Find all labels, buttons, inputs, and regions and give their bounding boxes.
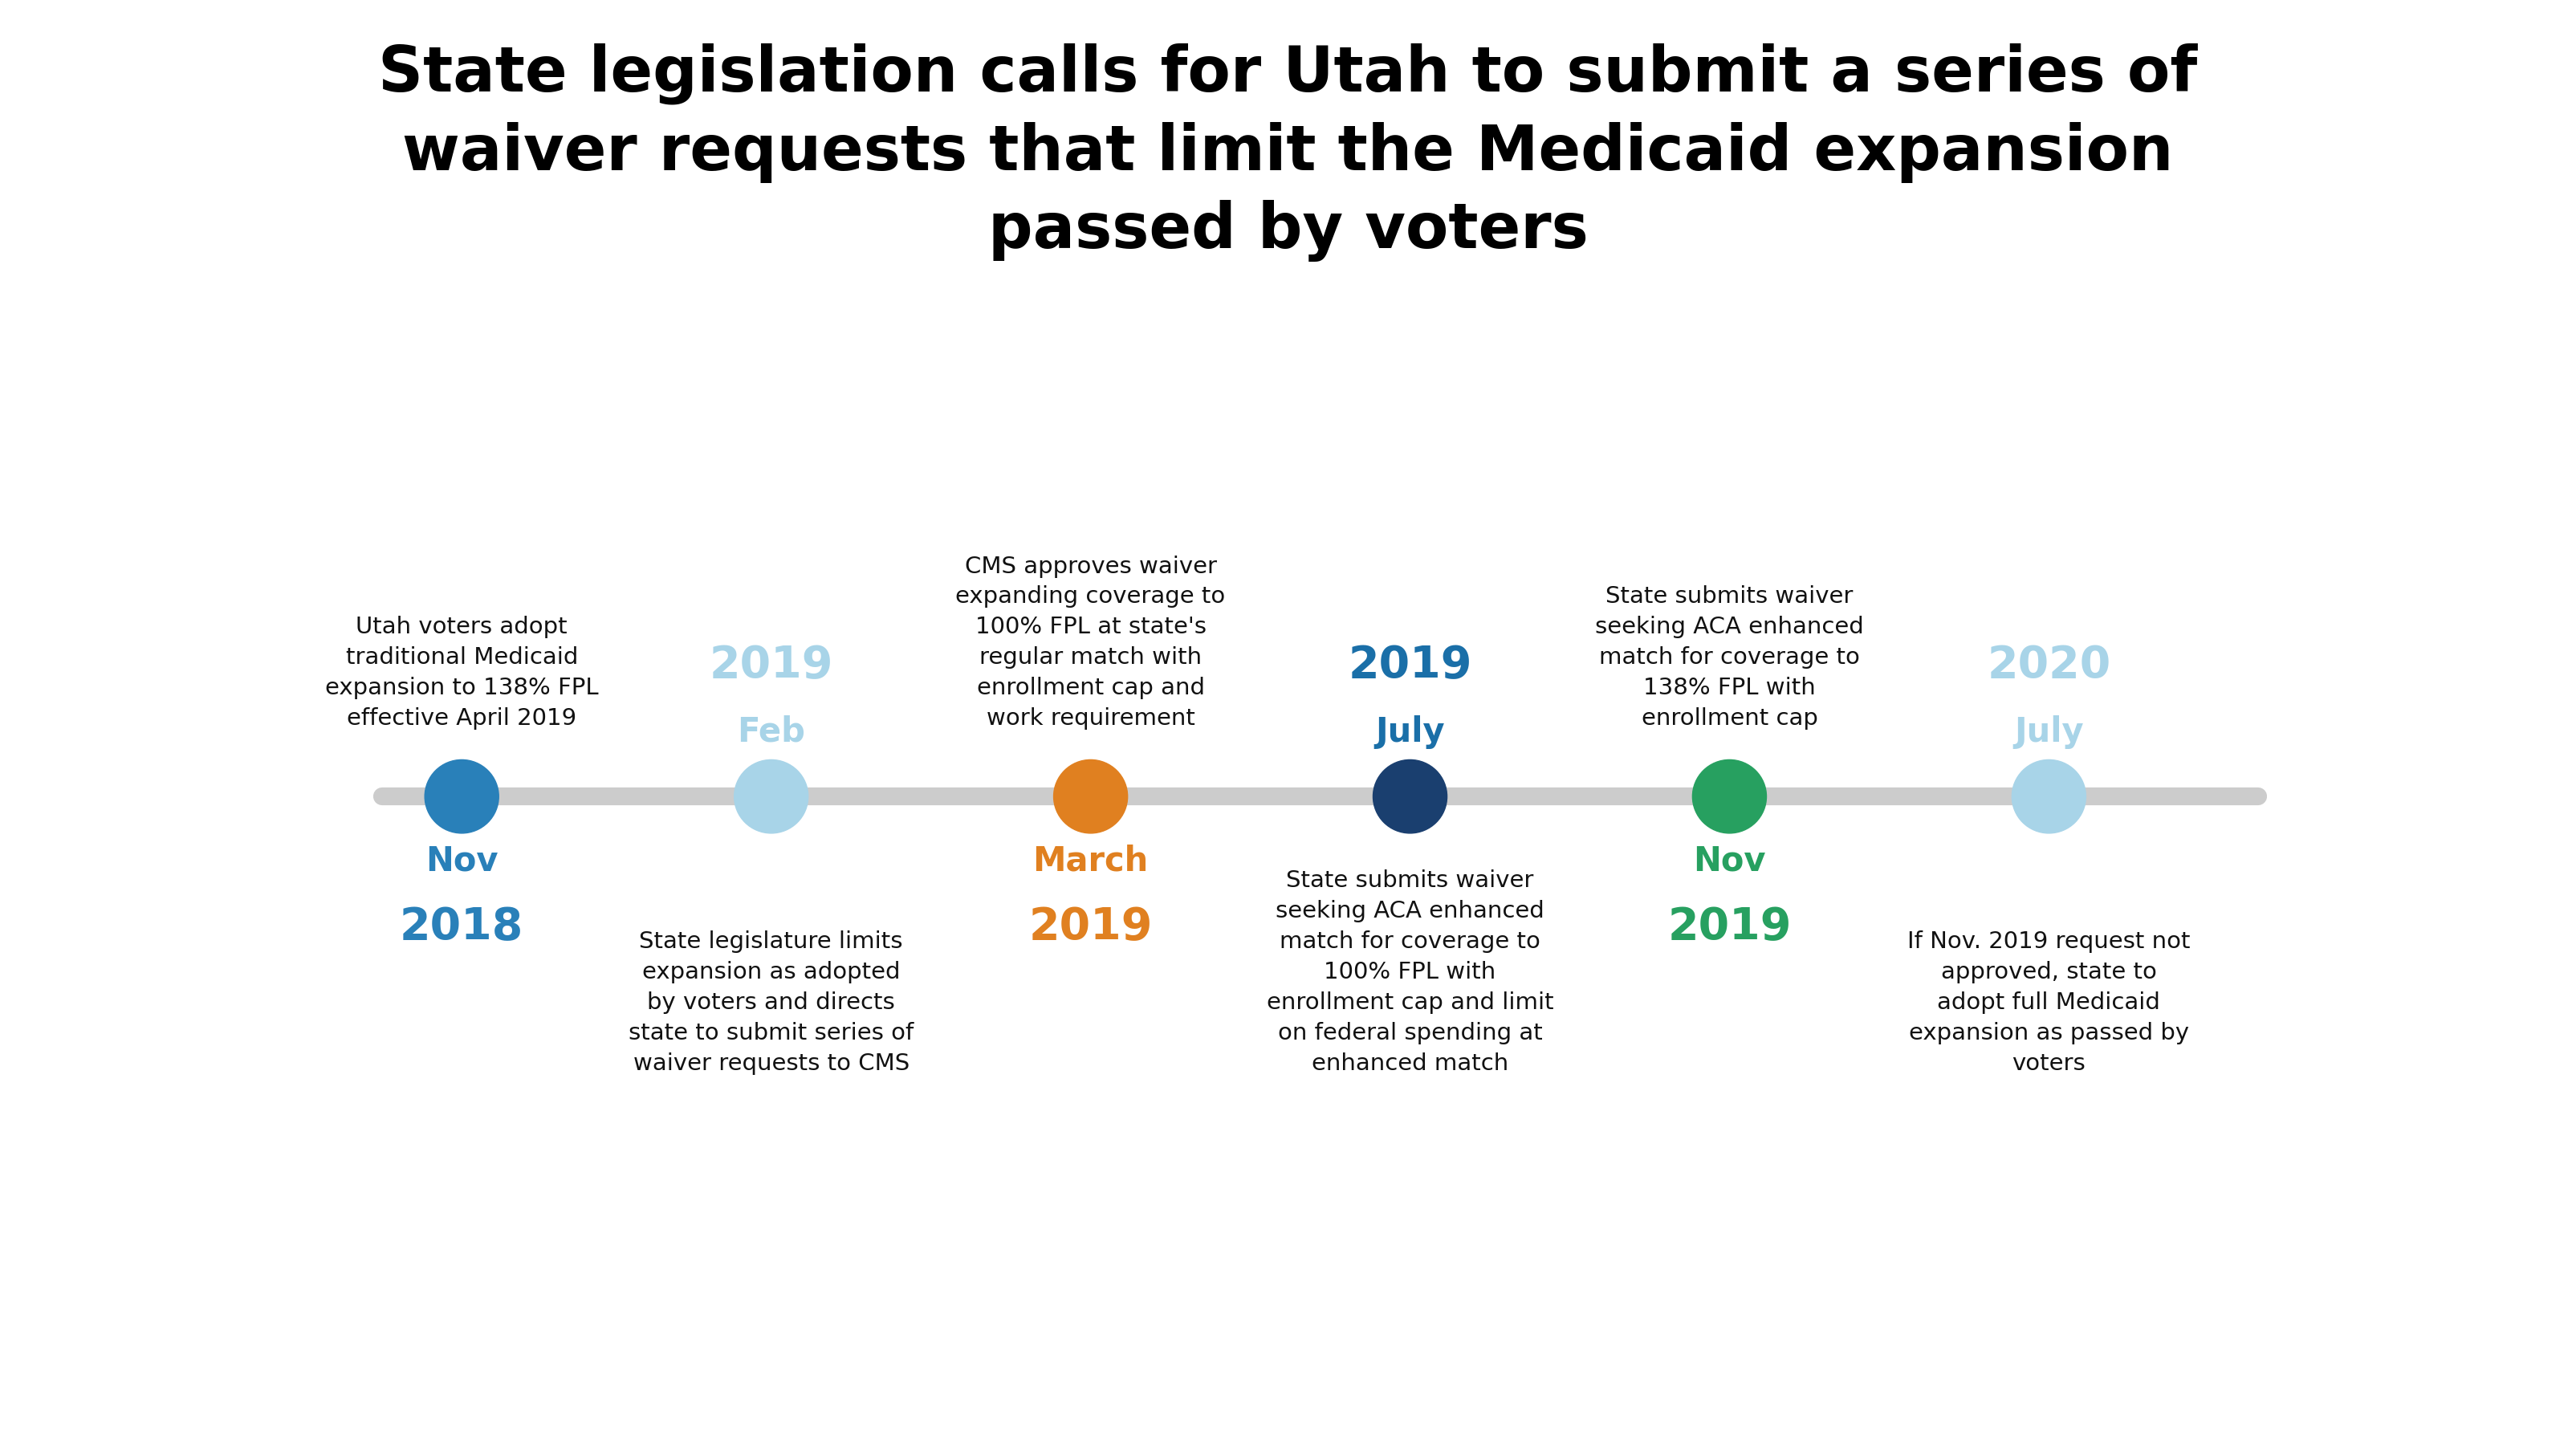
Text: State submits waiver
seeking ACA enhanced
match for coverage to
138% FPL with
en: State submits waiver seeking ACA enhance… <box>1595 585 1865 730</box>
Text: Feb: Feb <box>737 715 806 749</box>
Text: 2018: 2018 <box>399 906 523 949</box>
Text: Nov: Nov <box>425 844 497 879</box>
Ellipse shape <box>1373 760 1448 834</box>
Text: 2019: 2019 <box>1028 906 1151 949</box>
Text: March: March <box>1033 844 1149 879</box>
Ellipse shape <box>734 760 809 834</box>
Text: July: July <box>1376 715 1445 749</box>
Text: July: July <box>2014 715 2084 749</box>
Text: 2019: 2019 <box>1347 644 1471 688</box>
Text: CMS approves waiver
expanding coverage to
100% FPL at state's
regular match with: CMS approves waiver expanding coverage t… <box>956 555 1226 730</box>
Ellipse shape <box>1692 760 1767 834</box>
Text: If Nov. 2019 request not
approved, state to
adopt full Medicaid
expansion as pas: If Nov. 2019 request not approved, state… <box>1906 931 2190 1075</box>
Text: 2019: 2019 <box>1667 906 1790 949</box>
Text: Nov: Nov <box>1692 844 1765 879</box>
Ellipse shape <box>425 760 500 834</box>
Ellipse shape <box>1054 760 1128 834</box>
Ellipse shape <box>2012 760 2087 834</box>
Text: 2019: 2019 <box>708 644 832 688</box>
Text: Utah voters adopt
traditional Medicaid
expansion to 138% FPL
effective April 201: Utah voters adopt traditional Medicaid e… <box>325 616 598 730</box>
Text: State legislature limits
expansion as adopted
by voters and directs
state to sub: State legislature limits expansion as ad… <box>629 931 914 1075</box>
Text: State legislation calls for Utah to submit a series of
waiver requests that limi: State legislation calls for Utah to subm… <box>379 43 2197 262</box>
Text: 2020: 2020 <box>1986 644 2110 688</box>
Text: State submits waiver
seeking ACA enhanced
match for coverage to
100% FPL with
en: State submits waiver seeking ACA enhance… <box>1267 870 1553 1075</box>
